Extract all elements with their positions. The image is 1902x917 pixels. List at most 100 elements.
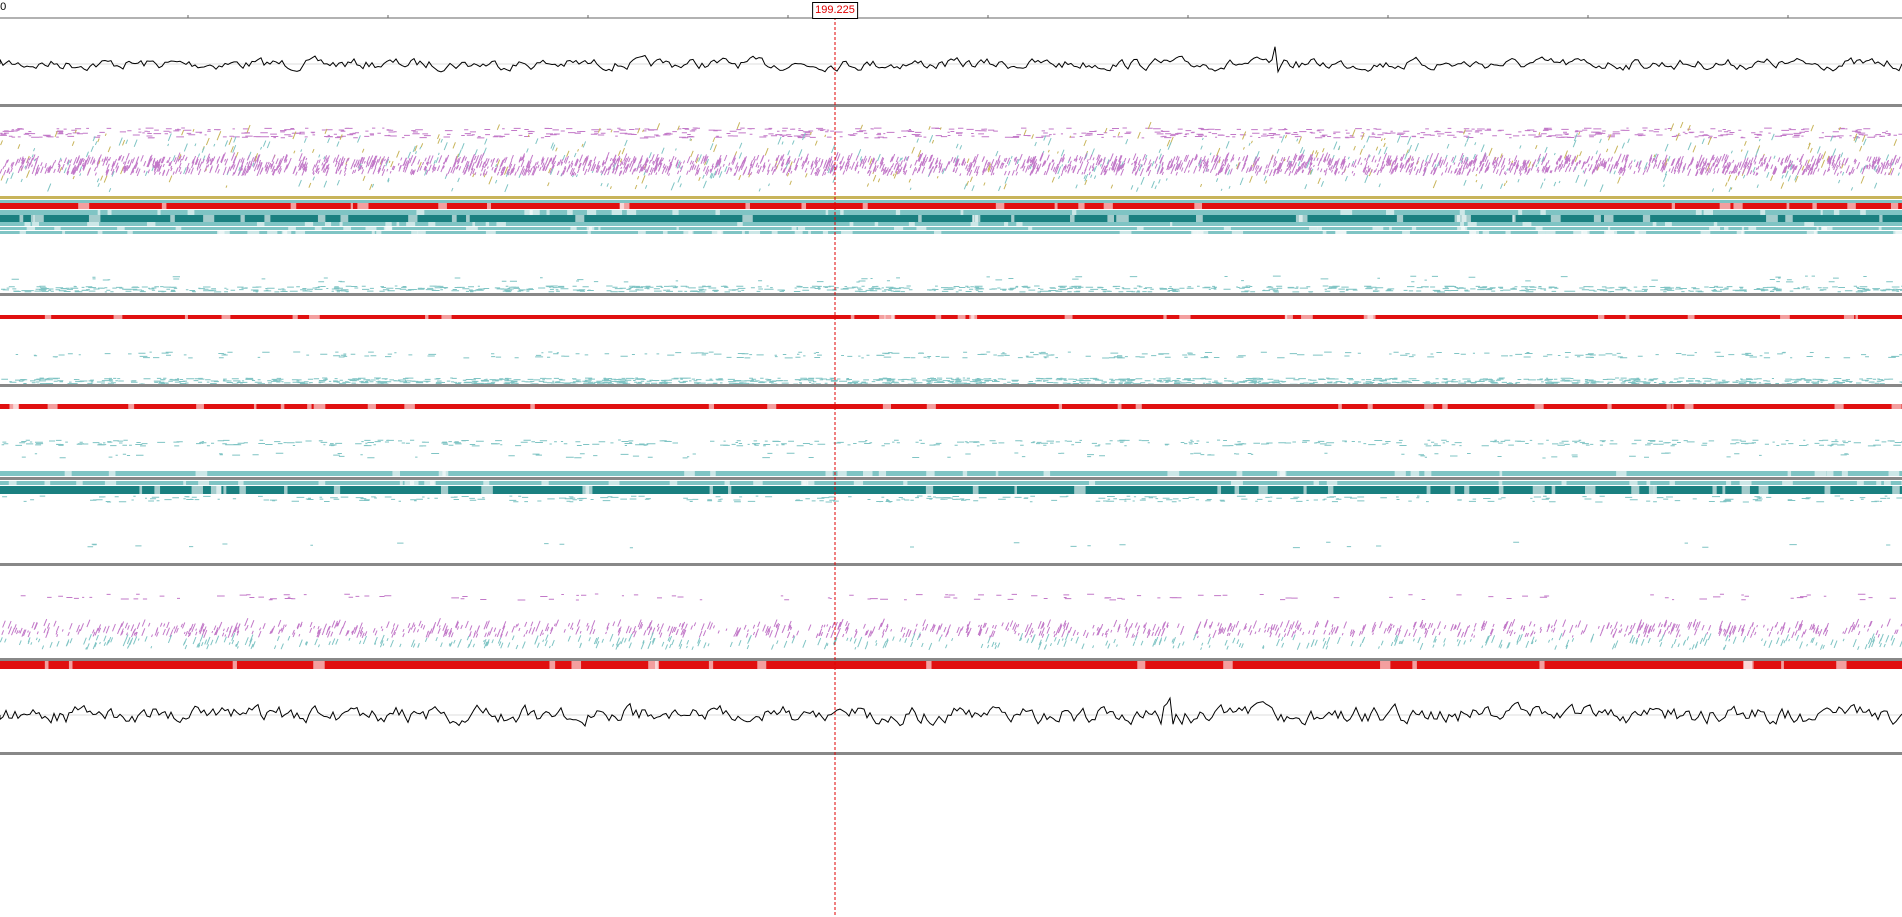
band-grey [0,658,1902,661]
band-gap [238,481,244,485]
tracks-area[interactable] [0,46,1902,755]
band-teal-light [0,227,1902,230]
band-gap [586,227,593,230]
band-gap [728,486,732,494]
band-gap [708,661,714,669]
band-gap [399,481,403,485]
band-gap [8,481,17,485]
band-gap [404,404,415,409]
band-gap [184,315,188,319]
read-pileup-6[interactable] [0,593,1902,669]
band-gap [1719,203,1731,209]
band-gap [428,222,436,226]
band-gap [571,661,582,669]
band-gap [1878,227,1882,230]
read-pileup-4[interactable] [0,439,1902,503]
band-gap [1787,471,1792,476]
band-gap [1054,203,1058,209]
band-gap [1826,471,1834,476]
band-gap [1424,404,1434,409]
band-gap [221,315,231,319]
band-gap [1402,231,1410,234]
band-gap [1078,203,1085,209]
band-gap [1223,227,1231,230]
read-pileup-2[interactable] [0,275,1902,319]
band-gap [611,210,623,215]
band-gap [882,404,892,409]
read-pileup-5[interactable] [0,541,1902,566]
band-gap [44,315,52,319]
band-gap [13,404,20,409]
read-pileup-1[interactable] [0,121,1902,234]
band-gap [371,231,375,234]
band-gap [737,222,743,226]
ruler-start-label: 30 [0,1,7,13]
band-gap [800,481,807,485]
band-gap [1607,227,1611,230]
band-gap [1411,227,1417,230]
band-gap [822,231,829,234]
band-gap [139,486,143,494]
band-gap [1442,404,1448,409]
band-gap [1498,481,1503,485]
band-gap [324,222,332,226]
coordinate-ruler[interactable] [0,15,1902,19]
band-gap [1888,471,1900,476]
band-gap [1396,215,1404,222]
band-teal-dark [0,486,1902,494]
band-gap [1671,404,1674,409]
band-gap [1687,315,1695,319]
track-separator [0,563,1902,566]
band-gap [19,231,26,234]
band-gap [1782,481,1793,485]
band-gap [1648,486,1655,494]
reads-magenta [20,593,1896,601]
coverage-plot-top[interactable] [0,46,1902,74]
band-gap [1814,471,1827,476]
coverage-plot-bottom[interactable] [0,696,1902,728]
band-gap [107,210,112,215]
band-gap [1883,481,1891,485]
band-gap [1107,215,1115,222]
band-gap [376,231,382,234]
band-gap [307,404,312,409]
band-gap [972,486,979,494]
band-gap [1135,404,1142,409]
band-teal-dark [0,215,1902,222]
band-red [0,404,1902,409]
band-gap [486,203,492,209]
band-gap [340,215,349,222]
band-gap [1170,222,1173,226]
band-gap [256,222,265,226]
band-gap [108,471,116,476]
band-gap [26,227,36,230]
band-gap [33,215,44,222]
band-gap [850,315,855,319]
band-gap [1236,471,1243,476]
band-gap [284,486,288,494]
band-gap [995,203,1005,209]
band-gap [1231,231,1244,234]
band-gap [1726,481,1732,485]
band-gap [724,481,730,485]
read-pileup-3[interactable] [0,351,1902,409]
band-gap [637,231,646,234]
reads-teal [1,439,1902,447]
band-gap [1535,227,1543,230]
band-gap [485,222,490,226]
band-gap [742,215,753,222]
band-gap [1879,215,1883,222]
band-gap [217,231,225,234]
band-gap [1505,231,1511,234]
band-gap [546,210,550,215]
band-gap [196,404,204,409]
band-gap [797,227,806,230]
band-gap [1194,203,1203,209]
band-teal-light [0,222,1902,226]
band-gap [411,231,419,234]
band-gap [669,481,678,485]
band-gap [1856,481,1864,485]
band-gap [791,227,797,230]
band-gap [292,315,298,319]
